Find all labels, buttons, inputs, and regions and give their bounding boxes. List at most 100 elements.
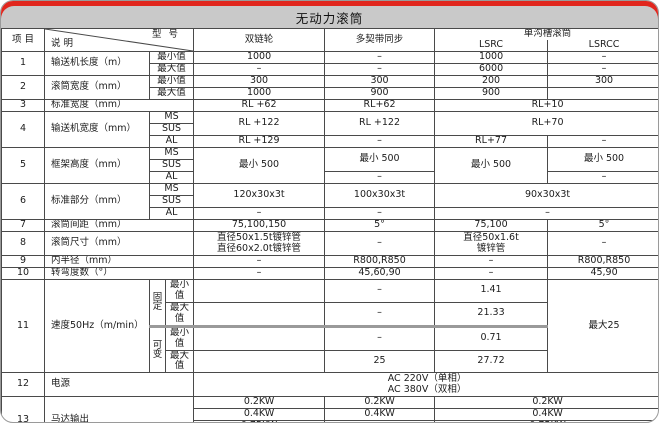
value-cell: – — [193, 267, 326, 280]
value-cell: 最小 500 — [434, 147, 549, 184]
table-row: 11 速度50Hz（m/min） 固定 最小值 –1.41 最大25 — [1, 278, 658, 374]
value-cell — [193, 349, 326, 374]
value-cell: 直径50x1.5t镀锌管 直径60x2.0t镀锌管 — [193, 231, 326, 256]
value-cell: 21.33 — [434, 301, 549, 327]
value-cell: 5° — [324, 219, 436, 232]
value-cell — [193, 279, 326, 303]
table-header: 项 目 说 明 型 号 双链轮 多契带同步 单沟槽滚筒 LSRC LSRCC — [1, 28, 658, 52]
header-model: 型 号 — [152, 29, 181, 40]
item-number-cell: 7 — [1, 219, 45, 232]
value-cell: 300 — [193, 75, 326, 88]
value-cell: 100x30x3t — [324, 183, 436, 208]
header-item: 项 目 — [1, 28, 45, 52]
value-cell: 0.2KW — [434, 396, 658, 410]
value-cell: 最小 500 — [547, 147, 658, 172]
value-cell — [547, 87, 658, 100]
table-row: 4 输送机宽度（mm） MS RL +122 RL +122 RL+70 — [1, 111, 658, 148]
value-cell — [193, 324, 326, 351]
sub-label-cell: SUS — [148, 123, 195, 136]
table-row: 8 滚筒尺寸（mm） 直径50x1.5t镀锌管 直径60x2.0t镀锌管 – 直径50x… — [1, 231, 658, 256]
value-cell: 0.4KW — [193, 408, 326, 422]
table-row: 最大值 –21.33 — [2, 301, 659, 327]
table-row: 12 电源 AC 220V（单相） AC 380V（双相） — [1, 372, 658, 398]
value-cell: 27.72 — [434, 349, 549, 374]
value-cell: – — [547, 135, 658, 148]
spec-label-cell: 电源 — [43, 372, 195, 398]
value-cell: – — [193, 207, 326, 220]
value-cell: AC 220V（单相） AC 380V（双相） — [193, 372, 658, 398]
sub-label-cell: MS — [148, 147, 195, 160]
sub-label-cell: MS — [148, 111, 195, 124]
sub-label-cell: 最小值 — [148, 51, 195, 64]
value-cell: 1000 — [434, 51, 549, 64]
value-cell: 最大25 — [547, 278, 658, 374]
spec-table: 项 目 说 明 型 号 双链轮 多契带同步 单沟槽滚筒 LSRC LSRCC 1… — [1, 28, 659, 422]
value-cell: – — [434, 207, 658, 220]
item-number-cell: 5 — [1, 147, 45, 184]
table-row: 0.4KW 0.4KW 0.4KW — [2, 408, 658, 422]
item-number-cell: 4 — [1, 111, 45, 148]
value-cell — [193, 301, 326, 327]
sub-label-cell: AL — [148, 135, 195, 148]
sub-label-cell: 最大值 — [148, 63, 195, 76]
spec-label-cell: 框架高度（mm） — [44, 147, 150, 184]
item-number-cell: 8 — [1, 231, 45, 256]
value-cell: – — [547, 63, 658, 76]
value-cell: RL +62 — [193, 99, 326, 112]
table-row: 0.75KW0.75KW0.75KW — [2, 420, 658, 422]
value-cell: 5° — [547, 219, 658, 232]
value-cell: RL +122 — [193, 111, 326, 136]
value-cell: 1.41 — [434, 279, 549, 303]
sub-label-cell: MS — [148, 183, 195, 196]
value-cell: 300 — [324, 75, 436, 88]
item-number-cell: 2 — [1, 75, 45, 100]
item-number-cell: 3 — [1, 99, 45, 112]
value-cell: 直径50x1.6t 镀锌管 — [434, 231, 549, 256]
spec-label-cell: 标准宽度（mm） — [43, 99, 195, 112]
value-cell: 75,100,150 — [193, 219, 326, 232]
value-cell: – — [324, 135, 436, 148]
item-number-cell: 10 — [1, 267, 45, 280]
item-number-cell: 1 — [1, 51, 45, 76]
value-cell: – — [324, 279, 436, 303]
value-cell: – — [324, 324, 436, 351]
spec-label-cell: 输送机长度（m） — [44, 51, 150, 76]
spec-label-cell: 转弯度数（°） — [43, 267, 195, 280]
spec-label-cell: 内半径（mm） — [43, 255, 195, 268]
value-cell: 0.2KW — [193, 396, 326, 410]
header-col-single-groove-group: 单沟槽滚筒 — [434, 28, 658, 40]
value-cell: – — [324, 207, 436, 220]
diagonal-divider-line — [45, 29, 193, 51]
value-cell: – — [434, 255, 549, 268]
value-cell: RL +122 — [324, 111, 436, 136]
value-cell: – — [324, 301, 436, 327]
sub-label-cell: 最大值 — [148, 87, 195, 100]
value-cell: – — [193, 255, 326, 268]
value-cell: – — [547, 231, 658, 256]
table-row: 2 滚筒宽度（mm） 最小值 300 300 200 300 — [1, 75, 658, 100]
value-cell: 0.75KW — [434, 420, 658, 422]
sub-label-cell: 最小值 — [164, 279, 195, 303]
value-cell: 6000 — [434, 63, 549, 76]
value-cell: 最小 500 — [324, 147, 436, 172]
value-cell: 90x30x3t — [434, 183, 658, 208]
value-cell: – — [324, 51, 436, 64]
header-desc: 说 明 — [51, 38, 74, 50]
sub-label-cell: 最大值 — [164, 301, 195, 327]
table-row: 10 转弯度数（°） –45,60,90–45,90 — [1, 267, 658, 280]
item-number-cell: 13 — [1, 396, 45, 422]
table-row: 7 滚筒间距（mm） 75,100,150 5° 75,100 5° — [1, 219, 658, 232]
value-cell: 0.4KW — [434, 408, 658, 422]
value-cell: RL +129 — [193, 135, 326, 148]
value-cell: 1000 — [193, 51, 326, 64]
value-cell: 300 — [547, 75, 658, 88]
table-row: 3 标准宽度（mm） RL +62 RL+62 RL+10 — [1, 99, 658, 112]
sub-label-cell: AL — [148, 171, 195, 184]
value-cell: – — [324, 231, 436, 256]
spec-label-cell: 输送机宽度（mm） — [44, 111, 150, 148]
item-number-cell: 11 — [1, 278, 45, 374]
sub-label-cell: AL — [148, 207, 195, 220]
value-cell: RL+70 — [434, 111, 658, 136]
sub-label-cell: SUS — [148, 159, 195, 172]
